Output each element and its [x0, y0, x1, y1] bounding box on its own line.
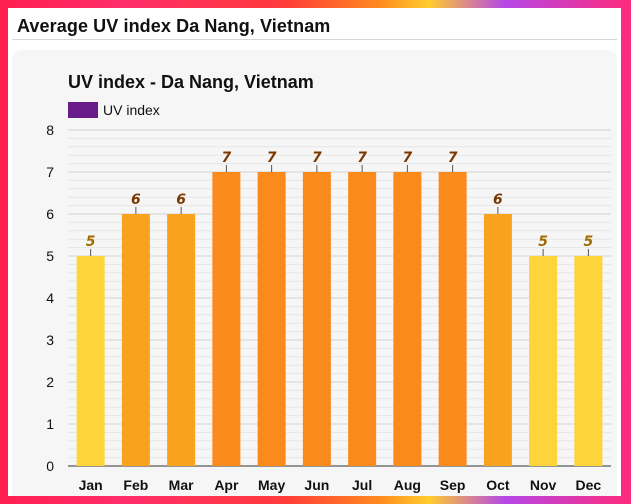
data-label: 6: [176, 192, 186, 208]
x-tick-label: Mar: [169, 477, 194, 493]
page-frame: Average UV index Da Nang, Vietnam 0 1 2 3 4 5…: [8, 8, 621, 496]
y-axis: 0 1 2 3 4 5 6 7 8: [46, 122, 611, 474]
x-tick-label: Jul: [352, 477, 372, 493]
x-tick-label: May: [258, 477, 285, 493]
y-tick-label: 2: [46, 374, 54, 390]
x-tick-label: Oct: [486, 477, 510, 493]
bars: [76, 172, 603, 466]
data-label: 7: [267, 150, 277, 166]
legend-label: UV index: [103, 102, 160, 118]
data-label: 6: [131, 192, 141, 208]
uv-index-chart: 0 1 2 3 4 5 6 7 8 5 6 6 7 7 7 7 7 7 6 5 5 Jan Feb Mar Apr May Ju…: [46, 72, 611, 493]
bar-dec: [574, 256, 603, 466]
bar-sep: [438, 172, 467, 466]
x-tick-label: Apr: [214, 477, 239, 493]
x-tick-label: Dec: [576, 477, 602, 493]
y-tick-label: 1: [46, 416, 54, 432]
bar-jun: [302, 172, 331, 466]
title-divider: [12, 39, 617, 40]
y-tick-label: 8: [46, 122, 54, 138]
bar-aug: [393, 172, 422, 466]
y-tick-label: 6: [46, 206, 54, 222]
y-tick-label: 3: [46, 332, 54, 348]
x-tick-label: Jun: [304, 477, 329, 493]
data-label: 5: [538, 234, 548, 250]
y-tick-label: 0: [46, 458, 54, 474]
y-tick-label: 5: [46, 248, 54, 264]
x-tick-label: Aug: [394, 477, 421, 493]
data-label: 7: [222, 150, 232, 166]
bar-apr: [212, 172, 241, 466]
data-label: 6: [493, 192, 503, 208]
data-label: 5: [584, 234, 594, 250]
x-axis: Jan Feb Mar Apr May Jun Jul Aug Sep Oct Nov Dec: [79, 477, 602, 493]
bar-jan: [76, 256, 105, 466]
data-labels: 5 6 6 7 7 7 7 7 7 6 5 5: [86, 150, 594, 256]
x-tick-label: Feb: [123, 477, 148, 493]
legend-swatch: [68, 102, 98, 118]
chart-title: UV index - Da Nang, Vietnam: [68, 72, 314, 92]
page-title: Average UV index Da Nang, Vietnam: [17, 16, 331, 36]
y-tick-label: 4: [46, 290, 54, 306]
x-tick-label: Sep: [440, 477, 466, 493]
data-label: 7: [312, 150, 322, 166]
bar-jul: [348, 172, 377, 466]
bar-may: [257, 172, 286, 466]
bar-feb: [121, 214, 150, 466]
y-tick-label: 7: [46, 164, 54, 180]
data-label: 7: [357, 150, 367, 166]
bar-mar: [167, 214, 196, 466]
x-tick-label: Nov: [530, 477, 557, 493]
data-label: 7: [403, 150, 413, 166]
bar-oct: [483, 214, 512, 466]
data-label: 7: [448, 150, 458, 166]
x-tick-label: Jan: [79, 477, 103, 493]
bar-nov: [529, 256, 558, 466]
data-label: 5: [86, 234, 96, 250]
